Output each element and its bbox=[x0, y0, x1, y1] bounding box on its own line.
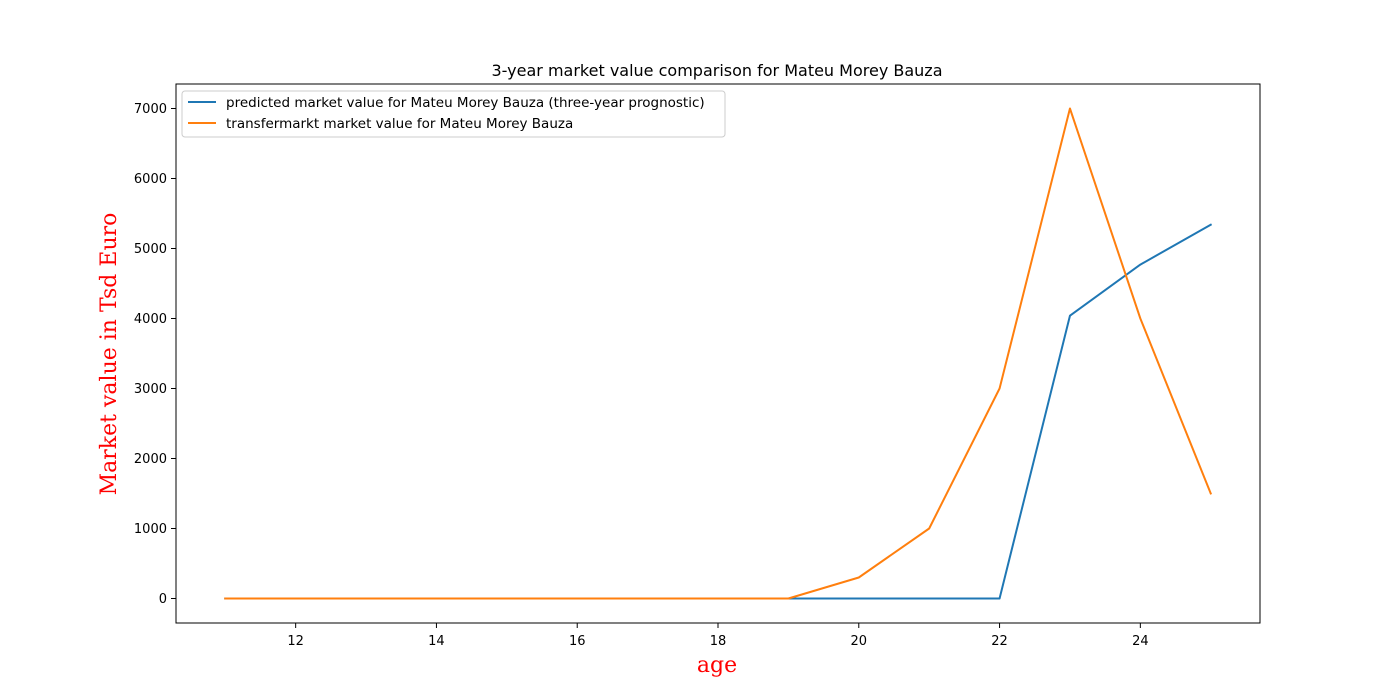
x-tick-label: 18 bbox=[710, 634, 727, 649]
legend-label-1: predicted market value for Mateu Morey B… bbox=[226, 95, 705, 111]
x-tick-label: 20 bbox=[851, 634, 868, 649]
chart-title: 3-year market value comparison for Mateu… bbox=[492, 61, 943, 80]
plot-frame bbox=[175, 83, 1261, 624]
legend: predicted market value for Mateu Morey B… bbox=[181, 90, 726, 138]
axes-layer: 12 14 16 18 20 22 24 0 1000 2000 3000 4000 5000 6000 7… bbox=[134, 83, 1261, 649]
y-tick-label: 7000 bbox=[134, 102, 167, 117]
y-tick-label: 5000 bbox=[134, 242, 167, 257]
x-axis-label: age bbox=[697, 653, 737, 678]
series-layer bbox=[224, 107, 1213, 600]
y-tick-label: 2000 bbox=[134, 452, 167, 467]
x-tick-label: 14 bbox=[428, 634, 445, 649]
x-tick-label: 12 bbox=[287, 634, 304, 649]
y-tick-label: 0 bbox=[159, 592, 167, 607]
y-tick-label: 3000 bbox=[134, 382, 167, 397]
legend-box bbox=[181, 90, 726, 138]
x-tick-label: 24 bbox=[1132, 634, 1149, 649]
legend-label-2: transfermarkt market value for Mateu Mor… bbox=[226, 116, 573, 132]
x-tick-label: 22 bbox=[991, 634, 1008, 649]
y-tick-label: 1000 bbox=[134, 522, 167, 537]
y-axis-label: Market value in Tsd Euro bbox=[97, 213, 122, 496]
series-line-2 bbox=[224, 107, 1213, 600]
y-tick-label: 4000 bbox=[134, 312, 167, 327]
x-tick-label: 16 bbox=[569, 634, 586, 649]
series-line-1 bbox=[224, 223, 1213, 600]
y-tick-label: 6000 bbox=[134, 172, 167, 187]
